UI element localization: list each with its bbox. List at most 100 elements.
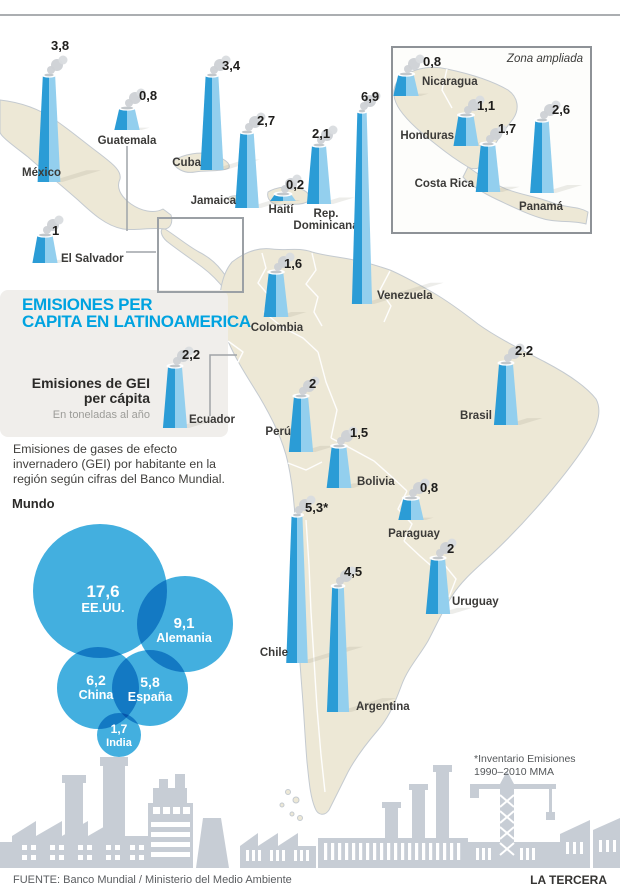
bubble-india xyxy=(97,713,141,757)
chimney-jamaica: 2,7 Jamaica xyxy=(191,112,289,208)
chimney-rim-inner xyxy=(38,233,52,237)
chimney-value: 2,1 xyxy=(312,126,330,141)
chimney-costarica: 1,7 Costa Rica xyxy=(415,121,520,192)
chimney-label: Chile xyxy=(260,647,288,659)
chimney-rim-inner xyxy=(120,106,134,110)
chimney-value: 0,8 xyxy=(139,88,157,103)
tip-island xyxy=(279,802,285,808)
chimney-body-dark xyxy=(326,446,339,488)
chimney-label: Brasil xyxy=(460,410,492,422)
chimney-label: Costa Rica xyxy=(415,178,475,190)
title-line2: CAPITA EN LATINOAMERICA xyxy=(22,312,251,331)
chimney-cuba: 3,4 Cuba xyxy=(172,55,260,170)
bubble-espana xyxy=(112,650,188,726)
chimney-body-dark xyxy=(475,144,488,192)
chimney-label: Rep. xyxy=(314,208,339,220)
chimney-label: Ecuador xyxy=(189,414,236,426)
chimney-rim-inner xyxy=(482,142,494,146)
chimney-label: Dominicana xyxy=(293,220,359,232)
bubble-alemania xyxy=(137,576,233,672)
smoke-puff xyxy=(221,55,231,65)
chimney-value: 0,8 xyxy=(423,54,441,69)
smoke-puff xyxy=(292,174,302,184)
chimney-rim-inner xyxy=(333,444,345,448)
smoke-puff xyxy=(310,376,320,386)
chimney-body-dark xyxy=(114,108,127,130)
chimney-body-dark xyxy=(286,515,297,663)
chimney-value: 3,8 xyxy=(51,38,69,53)
chimney-honduras: 1,1 Honduras xyxy=(400,95,495,146)
chimney-body-dark xyxy=(453,115,466,146)
chimney-panama: 2,6 Panamá xyxy=(519,100,583,213)
chimney-value: 6,9 xyxy=(361,89,379,104)
chimney-value: 1,7 xyxy=(498,121,516,136)
bubble-name: India xyxy=(106,737,133,749)
chimney-body-light xyxy=(301,396,314,452)
chimney-body-dark xyxy=(425,558,438,614)
chimney-body-light xyxy=(49,75,61,182)
chimney-value: 2,7 xyxy=(257,113,275,128)
chimney-body-light xyxy=(411,498,424,520)
smoke-puff xyxy=(371,91,381,101)
chimney-rim-inner xyxy=(536,118,548,122)
inset-source-box xyxy=(157,217,244,293)
chimney-body-light xyxy=(276,272,289,317)
chimney-body-light xyxy=(488,144,501,192)
chimney-body-dark xyxy=(306,145,319,204)
chimney-body-light xyxy=(506,363,519,425)
legend-title-line1: Emisiones de GEI xyxy=(31,375,150,391)
chimney-label: Nicaragua xyxy=(422,76,478,88)
chimney-body-dark xyxy=(393,74,406,96)
tip-island xyxy=(285,789,291,795)
chimney-label: Haití xyxy=(269,204,295,216)
chimney-paraguay: 0,8 Paraguay xyxy=(388,478,440,540)
chimney-peru: 2 Perú xyxy=(265,376,336,452)
factory-windows xyxy=(22,807,616,861)
chimney-body-light xyxy=(438,558,451,614)
chimney-body-light xyxy=(466,115,479,146)
chimney-body-light xyxy=(247,132,259,208)
smoke-puff xyxy=(285,252,295,262)
chimney-rim-inner xyxy=(292,513,302,517)
chimney-rim-inner xyxy=(500,361,512,365)
chimney-label: Panamá xyxy=(519,201,564,213)
chimney-label: Uruguay xyxy=(452,596,499,608)
smoke-puff xyxy=(58,55,68,65)
chimney-rim-inner xyxy=(169,364,181,368)
chimney-value: 1,1 xyxy=(477,98,495,113)
chimney-elsalvador: 1 El Salvador xyxy=(32,215,124,265)
inset-costarica-panama-land xyxy=(462,166,589,225)
chimney-label: Bolivia xyxy=(357,476,395,488)
chimney-body-light xyxy=(175,366,188,428)
chimney-value: 0,8 xyxy=(420,480,438,495)
chimney-shadow xyxy=(337,698,397,712)
chimney-rim-inner xyxy=(241,130,253,134)
chimney-body-light xyxy=(127,108,140,130)
chimney-body-light xyxy=(212,75,224,170)
bubble-labels-eeuu: 17,6EE.UU. xyxy=(81,582,124,615)
footer-brand: LA TERCERA xyxy=(530,873,607,887)
chimney-repdominicana: 2,1 Rep.Dominicana xyxy=(293,125,359,232)
smoke-puff xyxy=(475,95,485,105)
chimney-shadow xyxy=(361,282,444,304)
chimney-body-dark xyxy=(37,75,49,182)
smoke-puff xyxy=(348,426,358,436)
chimney-label: Argentina xyxy=(356,701,410,713)
legend-title-line2: per cápita xyxy=(83,390,150,406)
chimney-label: México xyxy=(22,167,61,179)
chimney-body-light xyxy=(362,111,373,304)
footnote-line1: *Inventario Emisiones xyxy=(474,753,576,765)
chimney-value: 0,2 xyxy=(286,177,304,192)
chimney-value: 1,6 xyxy=(284,256,302,271)
chimney-label: Jamaica xyxy=(191,195,237,207)
chimney-body-light xyxy=(339,446,352,488)
chimney-body-dark xyxy=(493,363,506,425)
smoke-puff xyxy=(136,88,146,98)
chimney-rim-inner xyxy=(313,143,325,147)
chimney-rim-inner xyxy=(432,556,444,560)
chimney-body-dark xyxy=(326,586,338,712)
tip-island xyxy=(289,811,295,817)
chimney-shadow xyxy=(48,170,101,182)
